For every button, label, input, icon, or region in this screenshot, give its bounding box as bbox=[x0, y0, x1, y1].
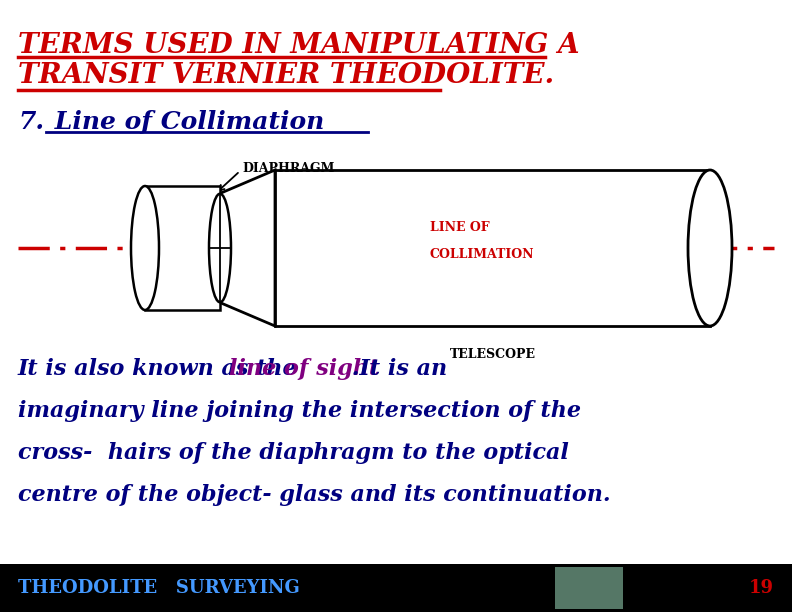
Text: imaginary line joining the intersection of the: imaginary line joining the intersection … bbox=[18, 400, 581, 422]
Bar bbox=[0, 564, 792, 612]
Text: Line of Collimation: Line of Collimation bbox=[46, 110, 324, 134]
Text: LINE OF: LINE OF bbox=[430, 221, 489, 234]
Text: THEODOLITE   SURVEYING: THEODOLITE SURVEYING bbox=[18, 579, 299, 597]
Text: TRANSIT VERNIER THEODOLITE.: TRANSIT VERNIER THEODOLITE. bbox=[18, 62, 554, 89]
Text: COLLIMATION: COLLIMATION bbox=[430, 248, 535, 261]
Text: centre of the object- glass and its continuation.: centre of the object- glass and its cont… bbox=[18, 484, 611, 506]
Text: 19: 19 bbox=[749, 579, 774, 597]
Polygon shape bbox=[275, 170, 710, 326]
Text: TELESCOPE: TELESCOPE bbox=[450, 348, 535, 361]
Ellipse shape bbox=[688, 170, 732, 326]
Text: DIAPHRAGM: DIAPHRAGM bbox=[242, 162, 334, 174]
Ellipse shape bbox=[131, 186, 159, 310]
Polygon shape bbox=[145, 186, 220, 310]
Text: 7.: 7. bbox=[18, 110, 44, 134]
Text: It is also known as the: It is also known as the bbox=[18, 358, 306, 380]
Text: TERMS USED IN MANIPULATING A: TERMS USED IN MANIPULATING A bbox=[18, 32, 580, 59]
Bar bbox=[555, 567, 623, 609]
Ellipse shape bbox=[209, 194, 231, 302]
Text: cross-  hairs of the diaphragm to the optical: cross- hairs of the diaphragm to the opt… bbox=[18, 442, 569, 464]
Polygon shape bbox=[220, 170, 275, 326]
Text: line of sight: line of sight bbox=[229, 358, 379, 380]
Text: .It is an: .It is an bbox=[344, 358, 447, 380]
